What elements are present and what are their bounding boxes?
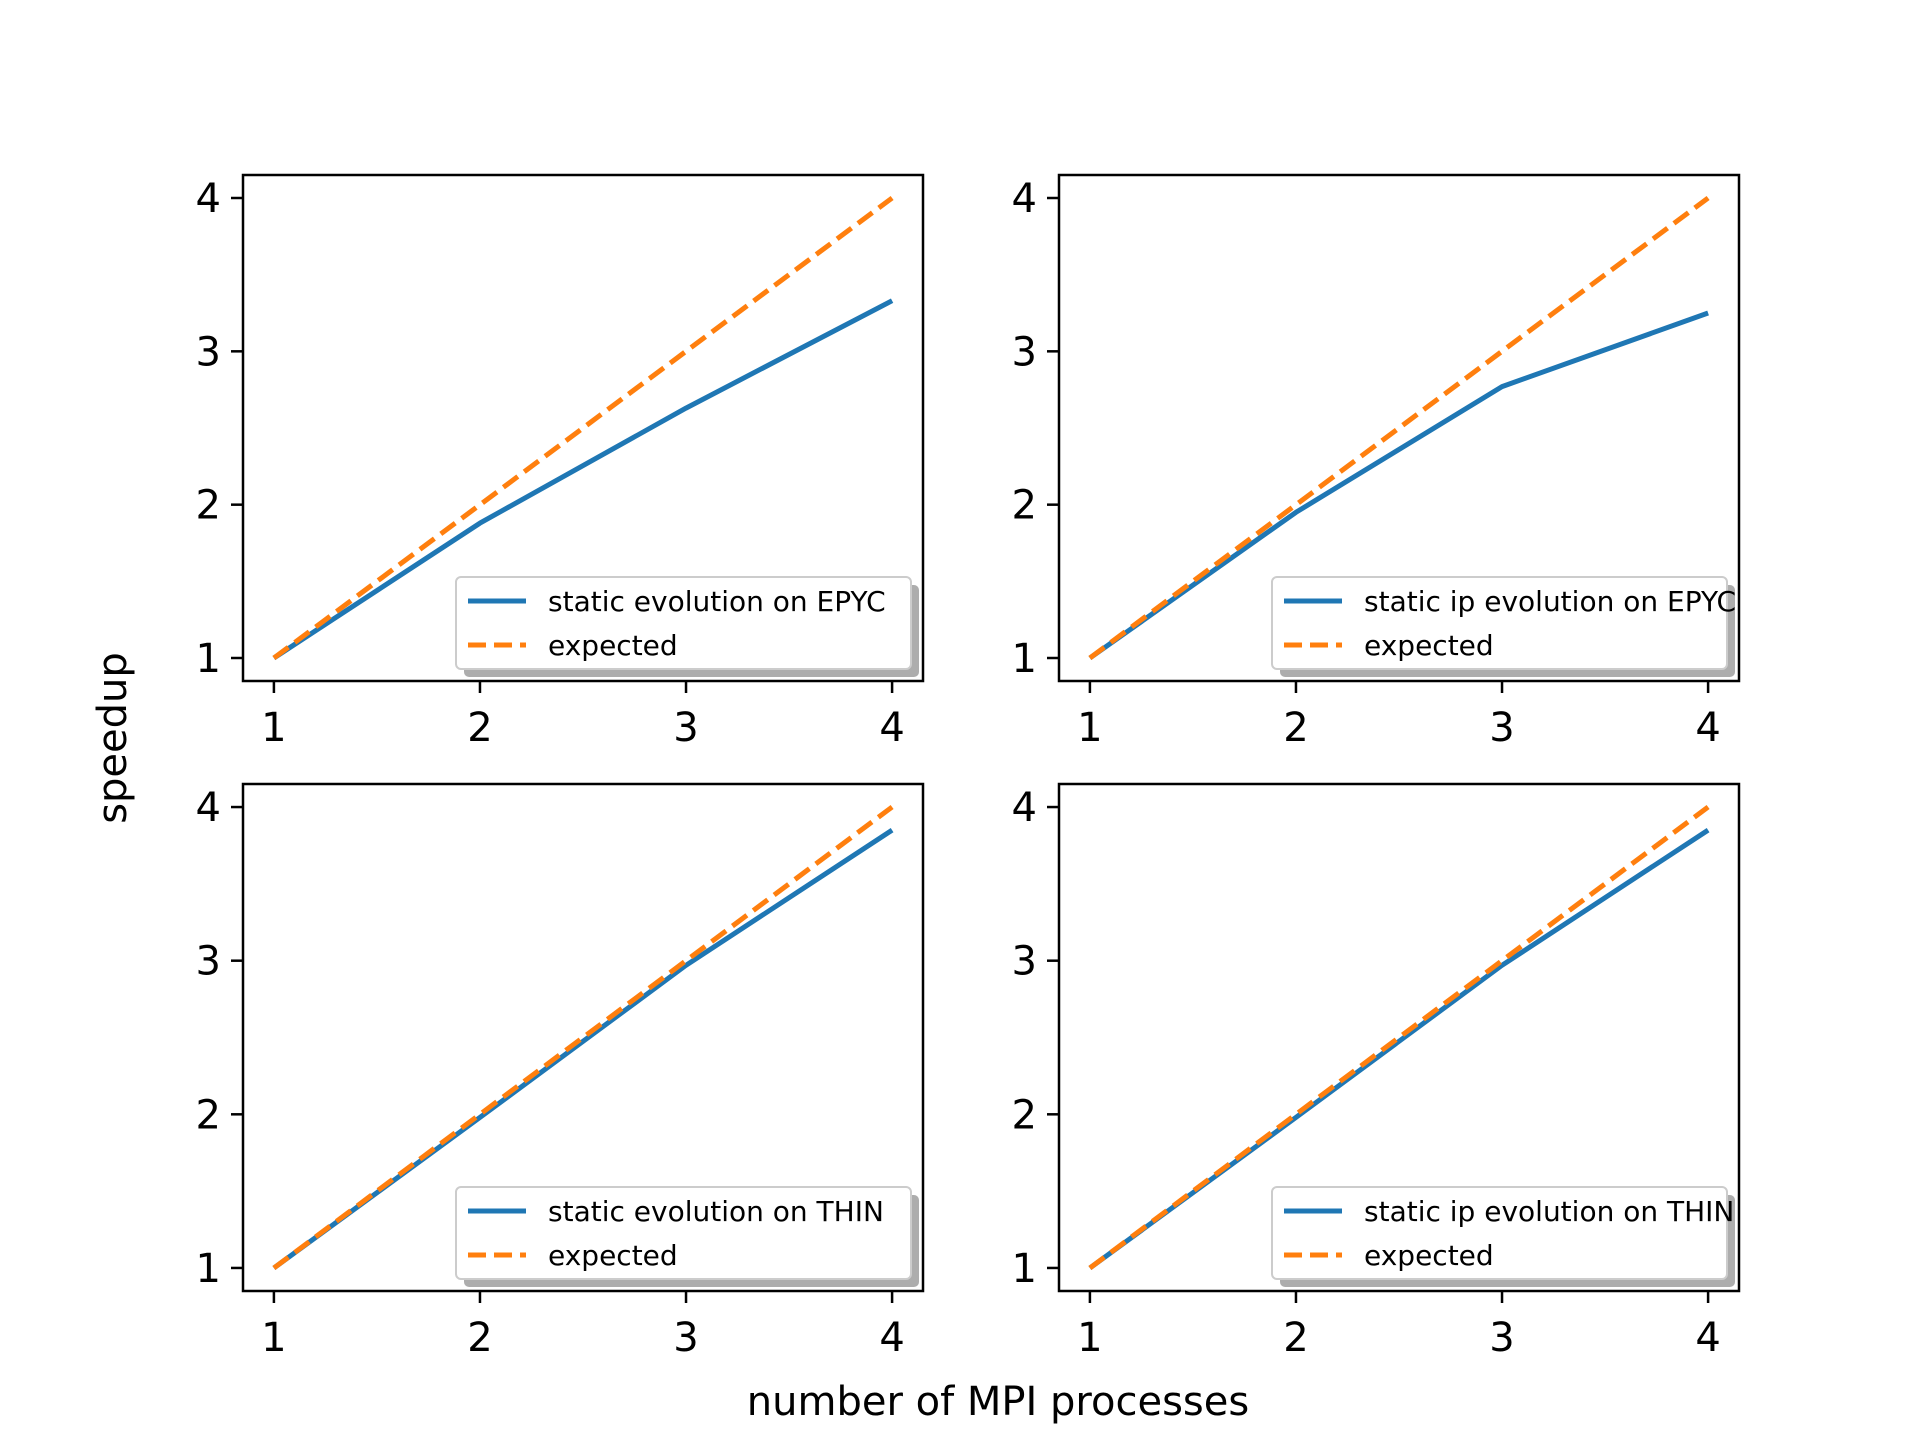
legend-box: [455, 1186, 912, 1280]
y-tick-label: 2: [196, 483, 221, 529]
x-tick-label: 1: [1077, 1315, 1102, 1361]
axes-frame: [241, 173, 925, 683]
legend: static ip evolution on EPYC expected: [1271, 576, 1736, 677]
x-tick-label: 3: [1489, 1315, 1514, 1361]
x-tick-label: 4: [879, 705, 904, 751]
subplot-3: 1 2 3 4 1 2 3 4 static evolution on THIN expected: [196, 782, 925, 1361]
x-tick-label: 2: [467, 1315, 492, 1361]
x-tick-label: 2: [1283, 1315, 1308, 1361]
x-tick-label: 3: [1489, 705, 1514, 751]
measured-line: [1088, 828, 1710, 1271]
legend-box: [455, 576, 912, 670]
x-tick-label: 4: [1695, 705, 1720, 751]
legend-label: static ip evolution on THIN: [1364, 1195, 1734, 1228]
legend-box: [1271, 576, 1728, 670]
legend-label: static evolution on EPYC: [548, 585, 886, 618]
y-tick-label: 1: [1012, 1246, 1037, 1292]
subplot-4: 1 2 3 4 1 2 3 4 static ip evolution on THIN expec…: [1012, 782, 1741, 1361]
legend-label: expected: [1364, 1239, 1494, 1272]
measured-line: [1088, 310, 1709, 661]
y-tick-label: 4: [196, 785, 221, 831]
axes-frame: [1057, 173, 1741, 683]
y-tick-label: 3: [196, 939, 221, 985]
measured-line: [272, 298, 894, 661]
legend-box: [1271, 1186, 1728, 1280]
x-tick-label: 1: [1077, 705, 1102, 751]
legend-label: expected: [548, 1239, 678, 1272]
legend-label: static evolution on THIN: [548, 1195, 884, 1228]
x-tick-label: 1: [261, 705, 286, 751]
legend: static evolution on EPYC expected: [455, 576, 919, 677]
y-tick-label: 2: [1012, 483, 1037, 529]
y-tick-label: 4: [1012, 785, 1037, 831]
legend: static evolution on THIN expected: [455, 1186, 919, 1287]
axes-frame: [241, 782, 925, 1293]
y-tick-label: 4: [196, 176, 221, 222]
x-tick-label: 2: [1283, 705, 1308, 751]
subplot-2: 1 2 3 4 1 2 3 4 static ip evolution on EPYC expec…: [1012, 173, 1741, 751]
measured-line: [272, 828, 894, 1271]
y-tick-label: 3: [1012, 939, 1037, 985]
x-tick-label: 1: [261, 1315, 286, 1361]
y-tick-label: 3: [196, 329, 221, 375]
legend-label: expected: [548, 629, 678, 662]
subplot-1: 1 2 3 4 1 2 3 4 static evolution on EPYC expected: [196, 173, 925, 751]
x-tick-label: 4: [1695, 1315, 1720, 1361]
x-tick-label: 2: [467, 705, 492, 751]
legend: static ip evolution on THIN expected: [1271, 1186, 1735, 1287]
y-tick-label: 1: [196, 636, 221, 682]
y-tick-label: 2: [196, 1092, 221, 1138]
y-tick-label: 1: [196, 1246, 221, 1292]
y-tick-label: 4: [1012, 176, 1037, 222]
axes-frame: [1057, 782, 1741, 1293]
y-tick-label: 1: [1012, 636, 1037, 682]
x-tick-label: 3: [673, 1315, 698, 1361]
x-tick-label: 4: [879, 1315, 904, 1361]
y-tick-label: 3: [1012, 329, 1037, 375]
y-axis-title: speedup: [90, 652, 136, 824]
y-tick-label: 2: [1012, 1092, 1037, 1138]
x-axis-title: number of MPI processes: [747, 1379, 1249, 1425]
legend-label: expected: [1364, 629, 1494, 662]
legend-label: static ip evolution on EPYC: [1364, 585, 1736, 618]
x-tick-label: 3: [673, 705, 698, 751]
